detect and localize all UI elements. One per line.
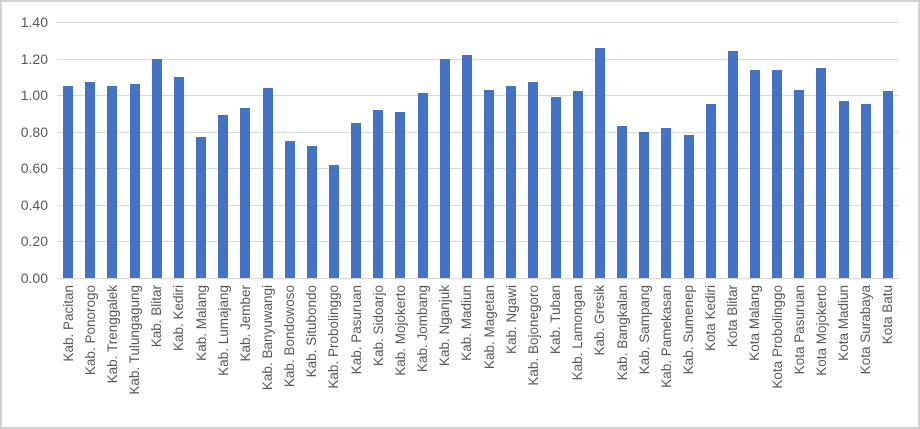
gridline-0.40 — [57, 205, 899, 206]
bar-kota-kediri — [706, 104, 716, 278]
y-tick-label-1.20: 1.20 — [20, 51, 48, 67]
x-tick-label-kab-pacitan: Kab. Pacitan — [60, 285, 76, 362]
x-tick-label-kota-blitar: Kota Blitar — [725, 285, 741, 348]
bar-kab-tuban — [551, 97, 561, 278]
x-tick-label-kab-nganjuk: Kab. Nganjuk — [437, 285, 453, 367]
gridline-1.20 — [57, 59, 899, 60]
x-tick-label-kab-mojokerto: Kab. Mojokerto — [392, 285, 408, 376]
bar-kab-kediri — [174, 77, 184, 278]
bar-kab-sidoarjo — [373, 110, 383, 278]
x-tick-label-kota-malang: Kota Malang — [747, 285, 763, 361]
bar-kab-mojokerto — [395, 112, 405, 278]
bar-kab-ponorogo — [85, 82, 95, 278]
x-tick-label-kab-banyuwangi: Kab. Banyuwangi — [260, 285, 275, 391]
x-tick-label-kota-madiun: Kota Madiun — [836, 285, 852, 361]
bar-kab-blitar — [152, 59, 162, 278]
gridline-0.80 — [57, 132, 899, 133]
bar-kab-gresik — [595, 48, 605, 278]
y-tick-label-1.00: 1.00 — [20, 87, 48, 103]
bar-kab-probolinggo — [329, 165, 339, 278]
y-tick-label-0.60: 0.60 — [20, 160, 48, 176]
bar-kab-trenggalek — [107, 86, 117, 278]
bar-kab-sumenep — [684, 135, 694, 278]
x-tick-label-kota-pasuruan: Kota Pasuruan — [791, 285, 807, 375]
x-tick-label-kota-mojokerto: Kota Mojokerto — [813, 285, 829, 376]
x-tick-label-kab-madiun: Kab. Madiun — [459, 285, 475, 361]
x-tick-label-kab-kediri: Kab. Kediri — [171, 285, 187, 352]
bar-kab-bangkalan — [617, 126, 627, 278]
x-tick-label-kota-batu: Kota Batu — [880, 285, 896, 345]
bar-kota-malang — [750, 70, 760, 278]
gridline-0.60 — [57, 168, 899, 169]
x-tick-label-kab-jember: Kab. Jember — [237, 285, 253, 362]
bar-kab-tulungagung — [130, 84, 140, 278]
gridline-1.40 — [57, 22, 899, 23]
bar-kab-pamekasan — [661, 128, 671, 278]
bar-kab-sampang — [639, 132, 649, 278]
bar-kab-ngawi — [506, 86, 516, 278]
bar-kab-situbondo — [307, 146, 317, 278]
x-tick-label-kab-tuban: Kab. Tuban — [548, 285, 564, 355]
bar-kab-lamongan — [573, 91, 583, 278]
bar-kab-nganjuk — [440, 59, 450, 278]
bar-kab-lumajang — [218, 115, 228, 278]
bar-kab-pacitan — [63, 86, 73, 278]
bar-kab-jember — [240, 108, 250, 278]
bar-kota-mojokerto — [816, 68, 826, 278]
x-tick-label-kab-bangkalan: Kab. Bangkalan — [614, 285, 630, 381]
bar-kota-pasuruan — [794, 90, 804, 278]
y-tick-label-0.00: 0.00 — [20, 270, 48, 286]
x-tick-label-kab-tulungagung: Kab. Tulungagung — [127, 285, 143, 395]
bar-kota-probolinggo — [772, 70, 782, 278]
x-tick-label-kab-lumajang: Kab. Lumajang — [215, 285, 231, 376]
x-tick-label-kota-kediri: Kota Kediri — [703, 285, 719, 352]
x-axis-line — [57, 278, 899, 279]
y-tick-label-0.80: 0.80 — [20, 124, 48, 140]
bar-kab-bojonegoro — [528, 82, 538, 278]
x-tick-label-kab-sampang: Kab. Sampang — [636, 285, 652, 375]
bar-kota-blitar — [728, 51, 738, 278]
y-tick-label-0.40: 0.40 — [20, 197, 48, 213]
x-tick-label-kab-pamekasan: Kab. Pamekasan — [658, 285, 674, 388]
bar-kab-banyuwangi — [263, 88, 273, 278]
x-tick-label-kab-sidoarjo: Kab. Sidoarjo — [370, 285, 386, 367]
y-tick-label-1.40: 1.40 — [20, 14, 48, 30]
bar-kota-batu — [883, 91, 893, 278]
x-tick-label-kab-magetan: Kab. Magetan — [481, 285, 497, 370]
bar-kota-madiun — [839, 101, 849, 278]
x-tick-label-kab-ngawi: Kab. Ngawi — [503, 285, 519, 355]
x-tick-label-kab-trenggalek: Kab. Trenggalek — [104, 285, 120, 384]
bar-kab-bondowoso — [285, 141, 295, 278]
x-tick-label-kab-blitar: Kab. Blitar — [149, 285, 165, 348]
x-tick-label-kab-ponorogo: Kab. Ponorogo — [82, 285, 98, 376]
bar-kota-surabaya — [861, 104, 871, 278]
bar-kab-pasuruan — [351, 123, 361, 278]
y-tick-label-0.20: 0.20 — [20, 233, 48, 249]
bar-kab-malang — [196, 137, 206, 278]
bar-kab-jombang — [418, 93, 428, 278]
x-tick-label-kab-lamongan: Kab. Lamongan — [570, 285, 586, 381]
x-tick-label-kab-sumenep: Kab. Sumenep — [681, 285, 696, 375]
x-tick-label-kab-bondowoso: Kab. Bondowoso — [282, 285, 298, 388]
bar-kab-madiun — [462, 55, 472, 278]
gridline-0.20 — [57, 241, 899, 242]
x-tick-label-kab-jombang: Kab. Jombang — [415, 285, 431, 373]
x-tick-label-kab-gresik: Kab. Gresik — [592, 285, 608, 356]
x-tick-label-kab-probolinggo: Kab. Probolinggo — [326, 285, 342, 389]
bar-kab-magetan — [484, 90, 494, 278]
gridline-1.00 — [57, 95, 899, 96]
x-tick-label-kab-bojonegoro: Kab. Bojonegoro — [525, 285, 541, 386]
x-tick-label-kota-probolinggo: Kota Probolinggo — [769, 285, 785, 389]
x-tick-label-kab-situbondo: Kab. Situbondo — [304, 285, 320, 378]
x-tick-label-kota-surabaya: Kota Surabaya — [858, 285, 874, 375]
x-tick-label-kab-malang: Kab. Malang — [193, 285, 209, 361]
x-tick-label-kab-pasuruan: Kab. Pasuruan — [348, 285, 364, 375]
